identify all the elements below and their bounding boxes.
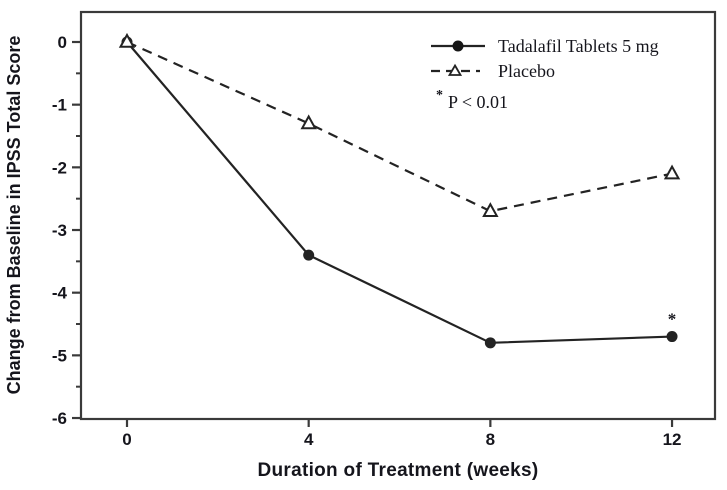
svg-text:-3: -3 — [52, 221, 67, 240]
chart-legend: Tadalafil Tablets 5 mg Placebo * P < 0.0… — [430, 36, 659, 112]
x-axis-title: Duration of Treatment (weeks) — [257, 460, 539, 481]
svg-text:8: 8 — [486, 430, 495, 449]
legend-item-tadalafil: Tadalafil Tablets 5 mg — [430, 36, 659, 56]
legend-label-tadalafil: Tadalafil Tablets 5 mg — [498, 35, 659, 56]
solid-line-filled-circle-icon — [431, 40, 485, 52]
svg-text:-6: -6 — [52, 409, 67, 428]
y-axis-title: Change from Baseline in IPSS Total Score — [4, 35, 24, 395]
svg-text:-2: -2 — [52, 158, 67, 177]
legend-label-placebo: Placebo — [498, 60, 555, 81]
p-value-note: * P < 0.01 — [430, 88, 659, 112]
svg-text:-4: -4 — [52, 284, 68, 303]
svg-text:0: 0 — [58, 33, 67, 52]
svg-text:-5: -5 — [52, 346, 67, 365]
svg-text:4: 4 — [304, 430, 314, 449]
svg-text:*: * — [668, 310, 677, 329]
p-value-text: P < 0.01 — [448, 91, 508, 112]
dashed-line-open-triangle-icon — [431, 63, 480, 76]
legend-item-placebo: Placebo — [430, 61, 659, 81]
svg-text:12: 12 — [663, 430, 682, 449]
svg-text:-1: -1 — [52, 96, 67, 115]
asterisk-marker: * — [436, 88, 443, 103]
svg-text:0: 0 — [122, 430, 131, 449]
